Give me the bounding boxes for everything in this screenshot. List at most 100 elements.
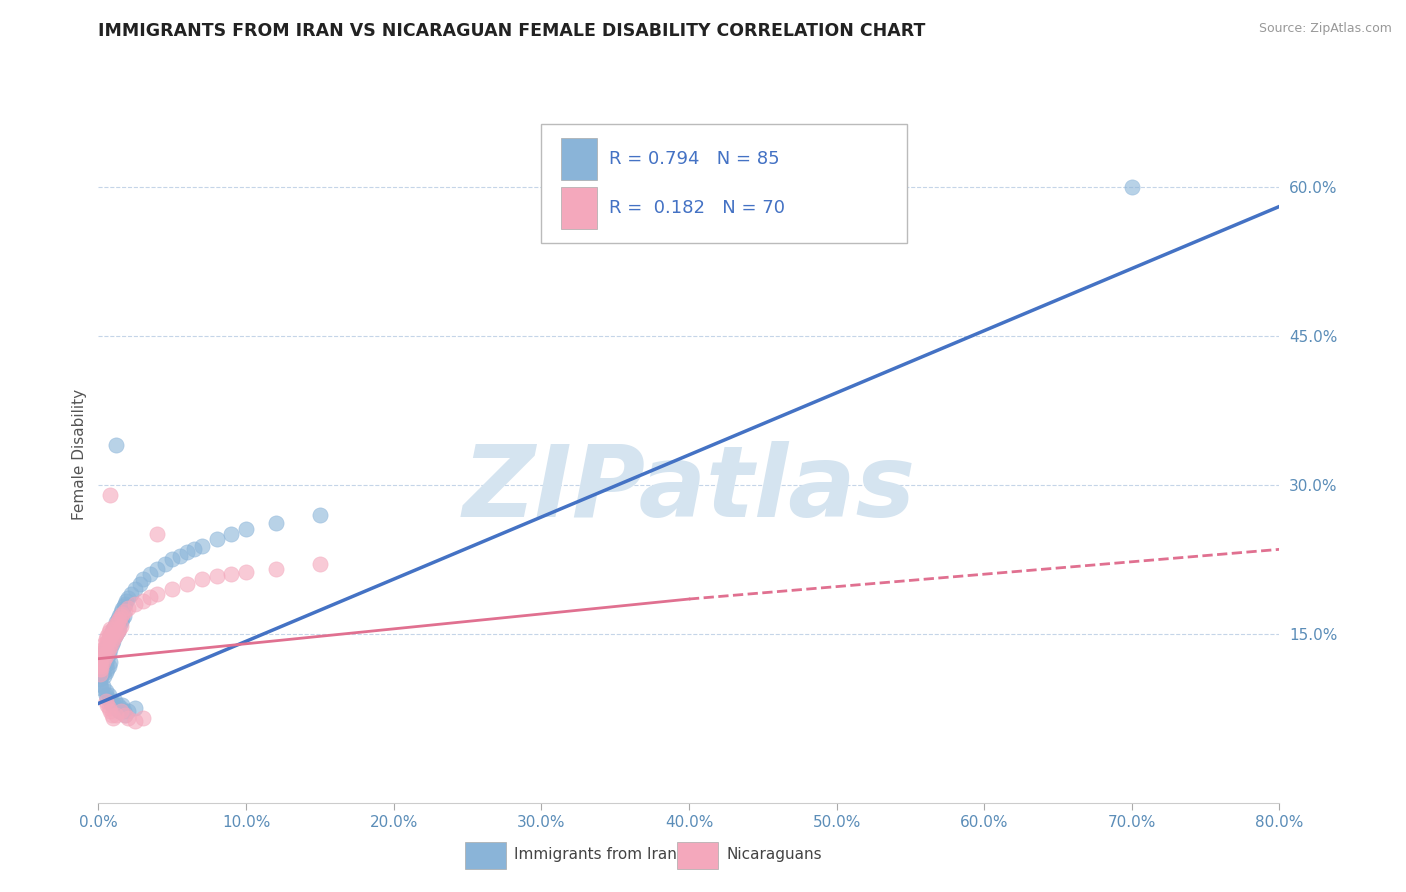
Point [90,658,112,673]
Point [97,634,120,648]
Point [94,689,117,703]
Point [107,624,129,638]
Point [91,641,114,656]
Point [96,691,118,706]
Point [103,622,125,636]
Point [139,590,162,604]
Point [110,704,132,718]
Point [89,666,111,681]
Point [114,597,136,611]
Point [309,558,332,572]
Point [91,651,114,665]
Point [146,587,169,601]
Bar [561,138,596,180]
Point [94,694,117,708]
Point [111,698,134,713]
Point [104,694,127,708]
Point [105,627,128,641]
Point [90,681,112,696]
Point [219,567,242,582]
Point [108,612,131,626]
Point [89,662,111,676]
Point [111,602,134,616]
Point [107,612,129,626]
Point [124,701,146,715]
Point [93,644,115,658]
Y-axis label: Female Disability: Female Disability [72,389,87,521]
Point [89,651,111,665]
Point [94,648,117,663]
Point [98,641,121,656]
Point [205,533,228,547]
Point [90,658,112,673]
Point [98,694,121,708]
Point [176,545,198,559]
Text: Nicaraguans: Nicaraguans [727,847,823,863]
Point [128,577,150,591]
Point [96,651,118,665]
Point [90,662,112,676]
Point [191,572,214,586]
Point [93,648,115,663]
Point [108,704,131,718]
Point [110,609,132,624]
FancyBboxPatch shape [541,124,907,243]
Point [90,655,112,669]
Point [91,665,114,679]
Point [96,698,118,713]
Point [235,523,257,537]
Point [104,629,127,643]
Point [105,616,128,631]
Point [97,689,120,703]
Point [114,708,136,723]
Point [100,698,122,713]
Point [235,565,257,579]
Point [105,708,128,723]
Point [89,676,111,690]
Point [103,711,125,725]
Point [309,508,332,522]
Point [103,622,125,636]
Point [105,627,128,641]
Bar [678,842,718,869]
Point [94,645,117,659]
Point [132,594,155,608]
Point [91,647,114,661]
Point [93,658,115,673]
Point [114,604,136,618]
Point [117,711,139,725]
Point [107,624,129,638]
Point [98,704,121,718]
Point [100,708,122,723]
Point [96,634,118,648]
Text: Immigrants from Iran: Immigrants from Iran [515,847,678,863]
Point [139,567,162,582]
Point [110,701,132,715]
Point [98,655,121,669]
Point [183,542,205,557]
Point [98,629,121,643]
Point [93,668,115,682]
Point [90,651,112,665]
Point [94,632,117,646]
Point [264,562,287,576]
Point [94,684,117,698]
Point [110,619,132,633]
Point [97,624,120,639]
Point [98,488,121,502]
Point [89,672,111,686]
Point [162,552,183,566]
Point [90,668,112,682]
Point [89,666,111,681]
Point [97,632,120,646]
Point [98,622,121,636]
Point [96,629,118,643]
Point [100,634,122,648]
Point [176,577,198,591]
Point [94,665,117,679]
Point [91,679,114,693]
Point [100,624,122,639]
Point [97,641,120,656]
Point [117,704,139,718]
Point [153,558,176,572]
